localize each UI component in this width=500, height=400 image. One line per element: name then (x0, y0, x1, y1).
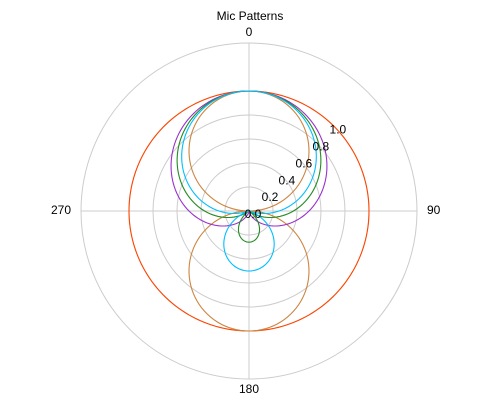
chart-title: Mic Patterns (217, 9, 284, 23)
series-line-1 (188, 90, 310, 332)
angle-tick-label-3: 270 (51, 203, 71, 217)
angle-tick-label-0: 0 (246, 25, 253, 39)
radial-tick-label-0: 0.0 (245, 207, 262, 221)
angle-tick-label-2: 180 (239, 382, 259, 396)
radial-tick-label-5: 1.0 (330, 122, 347, 136)
radial-tick-label-1: 0.2 (262, 190, 279, 204)
radial-tick-label-2: 0.4 (279, 173, 296, 187)
series-line-4 (181, 90, 317, 272)
radial-tick-label-3: 0.6 (296, 156, 313, 170)
radial-tick-label-4: 0.8 (313, 139, 330, 153)
angle-tick-label-1: 90 (427, 203, 441, 217)
tick-labels: 0 90 180 270 0.00.20.40.60.81.0 (51, 25, 441, 396)
series-line-3 (176, 90, 322, 243)
series-layer (128, 90, 370, 332)
series-line-2 (170, 90, 328, 227)
